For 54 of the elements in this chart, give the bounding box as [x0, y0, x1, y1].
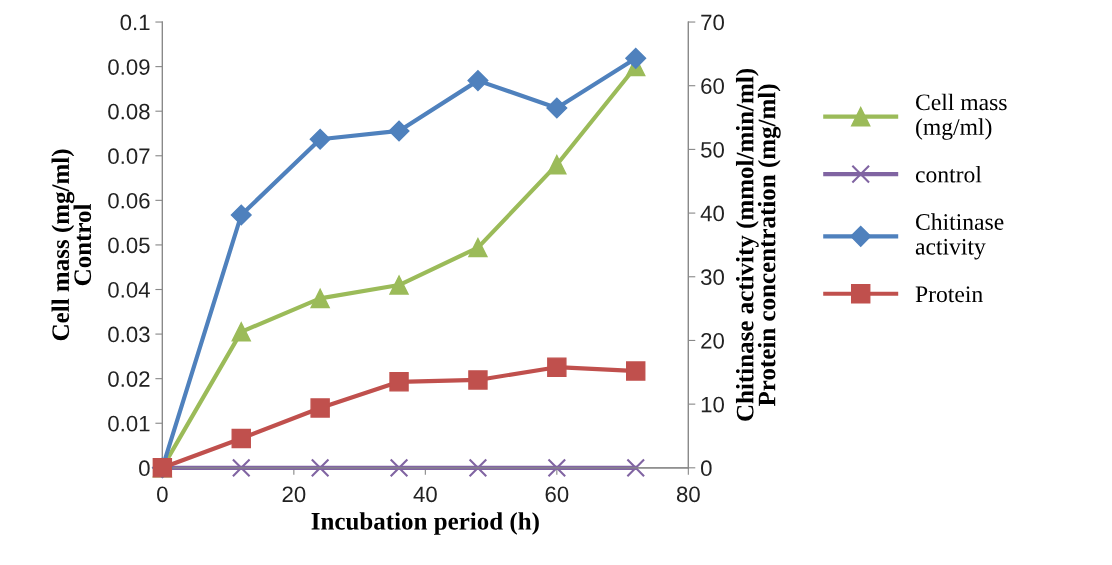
point	[309, 128, 331, 150]
point	[546, 97, 568, 119]
point	[231, 322, 251, 342]
y2-tick-label: 40	[700, 205, 724, 222]
y-tick-label: 0.03	[108, 326, 150, 343]
y2-axis-title: Chitinase activity (mmol/min/ml) Protein concentration (mg/ml)	[735, 68, 781, 421]
y-tick-label: 0.06	[108, 192, 150, 209]
y-tick-label: 0.08	[108, 103, 150, 120]
point	[230, 204, 252, 226]
y2-tick-label: 20	[701, 332, 724, 349]
y2-tick-label: 30	[700, 269, 724, 286]
y-tick-label: 0.04	[108, 282, 150, 298]
legend-label: control	[915, 165, 982, 183]
point	[310, 398, 330, 418]
y-tick-label: 0.02	[108, 371, 150, 387]
point	[389, 275, 409, 295]
legend-label: Cell mass (mg/ml)	[915, 93, 1007, 140]
point	[626, 361, 646, 381]
x-tick-label: 20	[282, 486, 306, 503]
point	[310, 458, 330, 478]
x-tick-label: 40	[413, 486, 437, 503]
point	[547, 357, 567, 377]
x-tick-label: 60	[545, 486, 569, 503]
point	[468, 237, 488, 258]
point	[388, 120, 410, 142]
point	[231, 428, 251, 449]
legend-label: Protein	[915, 286, 983, 303]
y2-tick-label: 50	[701, 141, 724, 158]
point	[310, 288, 330, 309]
point	[389, 372, 409, 392]
point	[389, 458, 409, 478]
y2-tick-label: 60	[701, 78, 724, 94]
point	[547, 458, 567, 478]
y-axis-title: Cell mass (mg/ml) Control	[51, 149, 92, 341]
point	[467, 70, 489, 92]
y-tick-label: 0.07	[108, 148, 150, 165]
point	[625, 47, 647, 69]
y-tick-label: 0.1	[120, 14, 150, 31]
y2-tick-label: 0	[701, 460, 712, 477]
y-tick-label: 0	[139, 460, 150, 477]
x-axis-title: Incubation period (h)	[311, 512, 539, 535]
x-tick-label: 0	[157, 486, 168, 503]
y-tick-label: 0.01	[108, 415, 150, 432]
point	[468, 458, 488, 478]
point	[468, 370, 488, 390]
y-tick-label: 0.09	[108, 59, 150, 75]
y2-tick-label: 70	[701, 14, 724, 31]
y-tick-label: 0.05	[108, 237, 150, 254]
point	[231, 458, 251, 478]
legend-label: Chitinase activity	[915, 213, 1004, 260]
y2-tick-label: 10	[701, 396, 724, 413]
x-tick-label: 80	[676, 486, 700, 503]
point	[626, 458, 646, 478]
point	[547, 154, 567, 175]
